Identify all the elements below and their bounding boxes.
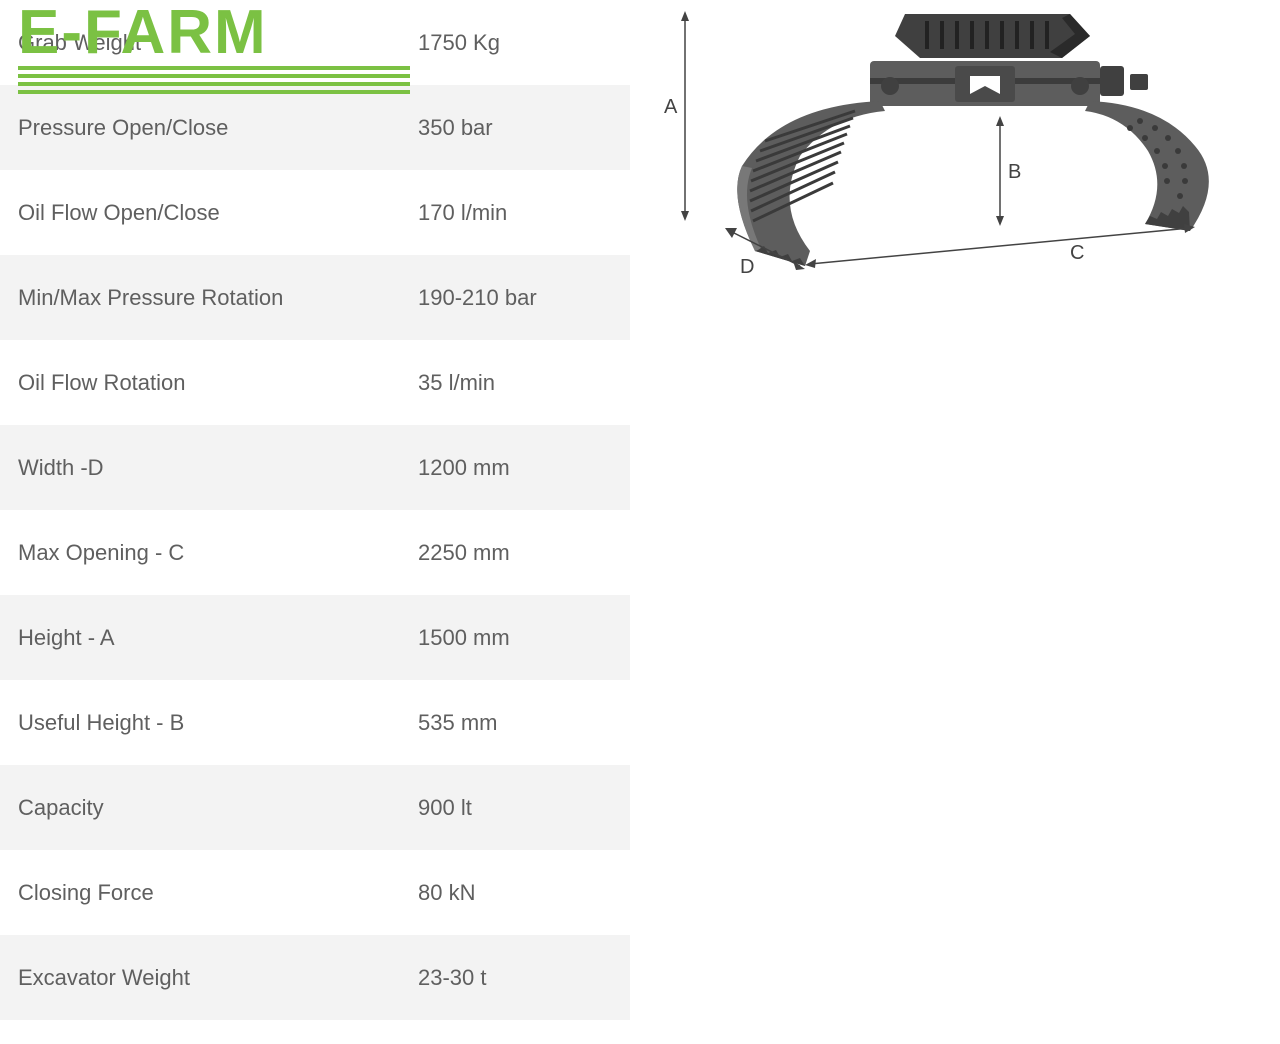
- dim-label-c: C: [1070, 242, 1084, 265]
- spec-value: 170 l/min: [418, 200, 507, 226]
- spec-label: Min/Max Pressure Rotation: [18, 285, 418, 311]
- spec-value: 1200 mm: [418, 455, 510, 481]
- spec-label: Width -D: [18, 455, 418, 481]
- right-claw: [1085, 101, 1209, 231]
- spec-value: 2250 mm: [418, 540, 510, 566]
- spec-label: Excavator Weight: [18, 965, 418, 991]
- spec-value: 23-30 t: [418, 965, 487, 991]
- spec-row: Oil Flow Rotation 35 l/min: [0, 340, 630, 425]
- spec-row: Width -D 1200 mm: [0, 425, 630, 510]
- spec-label: Oil Flow Rotation: [18, 370, 418, 396]
- spec-row: Excavator Weight 23-30 t: [0, 935, 630, 1020]
- spec-row: Height - A 1500 mm: [0, 595, 630, 680]
- specs-table: Grab Weight 1750 Kg Pressure Open/Close …: [0, 0, 630, 1044]
- spec-label: Closing Force: [18, 880, 418, 906]
- dim-label-b: B: [1008, 161, 1021, 184]
- spec-row: Min/Max Pressure Rotation 190-210 bar: [0, 255, 630, 340]
- left-claw: [737, 101, 885, 266]
- spec-label: Max Opening - C: [18, 540, 418, 566]
- spec-value: 350 bar: [418, 115, 493, 141]
- spec-label: Oil Flow Open/Close: [18, 200, 418, 226]
- spec-row: Useful Height - B 535 mm: [0, 680, 630, 765]
- grapple-illustration: [670, 6, 1230, 286]
- mount-head: [895, 14, 1090, 58]
- dim-label-a: A: [664, 96, 677, 119]
- dim-c: [805, 224, 1195, 268]
- spec-label: Useful Height - B: [18, 710, 418, 736]
- rotator-body: [870, 61, 1148, 106]
- spec-label: Pressure Open/Close: [18, 115, 418, 141]
- spec-row: Oil Flow Open/Close 170 l/min: [0, 170, 630, 255]
- page-container: Grab Weight 1750 Kg Pressure Open/Close …: [0, 0, 1280, 1044]
- spec-row: Closing Force 80 kN: [0, 850, 630, 935]
- dim-a: [681, 11, 689, 221]
- spec-label: Capacity: [18, 795, 418, 821]
- logo-underlines: [18, 66, 410, 94]
- dim-b: [996, 116, 1004, 226]
- logo-text: E-FARM: [18, 2, 410, 64]
- spec-value: 35 l/min: [418, 370, 495, 396]
- spec-value: 1500 mm: [418, 625, 510, 651]
- diagram-column: A B C D: [630, 0, 1280, 1044]
- spec-label: Height - A: [18, 625, 418, 651]
- spec-value: 1750 Kg: [418, 30, 500, 56]
- spec-value: 190-210 bar: [418, 285, 537, 311]
- spec-row: Max Opening - C 2250 mm: [0, 510, 630, 595]
- dim-label-d: D: [740, 256, 754, 279]
- spec-row: Capacity 900 lt: [0, 765, 630, 850]
- spec-value: 535 mm: [418, 710, 497, 736]
- product-diagram: A B C D: [670, 6, 1230, 286]
- spec-value: 80 kN: [418, 880, 475, 906]
- spec-value: 900 lt: [418, 795, 472, 821]
- watermark-logo: E-FARM: [18, 2, 410, 98]
